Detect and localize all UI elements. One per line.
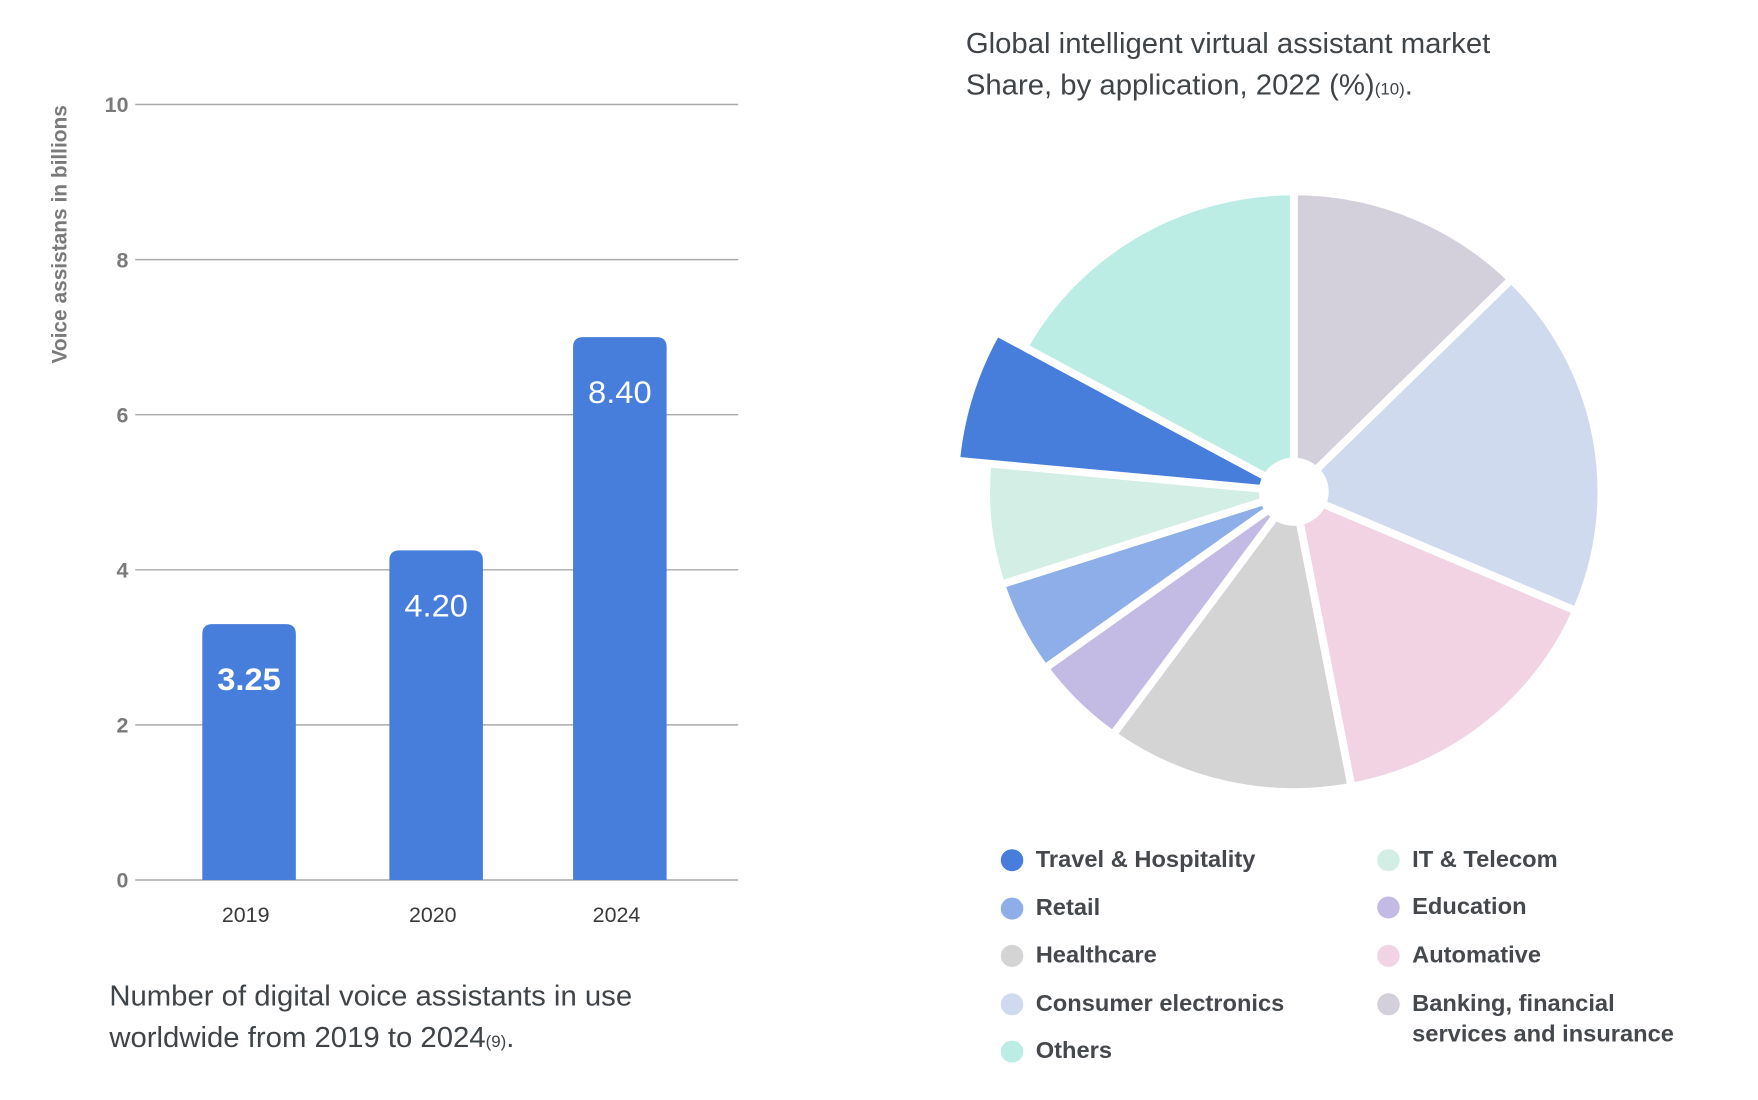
legend-item: IT & Telecom	[1377, 845, 1558, 876]
legend-item: Automative	[1377, 941, 1541, 972]
x-tick-label: 2019	[222, 904, 270, 927]
pie-slice-others	[1020, 187, 1298, 496]
bar-chart: 0 2 4 6 8 10 Voice assistans in billions 3.25 20…	[48, 94, 739, 927]
pie-chart-title: Global intelligent virtual assistant mar…	[966, 22, 1490, 111]
caption-line1: Number of digital voice assistants in us…	[109, 979, 633, 1012]
pie-title-line2: Share, by application, 2022 (%)	[965, 68, 1375, 102]
x-tick-label: 2024	[593, 904, 641, 927]
legend-label: IT & Telecom	[1412, 847, 1558, 873]
legend-swatch-icon	[1377, 896, 1400, 919]
y-tick-label: 8	[117, 250, 129, 273]
bar-2024	[573, 337, 667, 880]
pie-center-hole	[1258, 457, 1329, 526]
legend-item: Education	[1377, 892, 1527, 923]
legend-item: Banking, financial services and insurance	[1377, 989, 1674, 1051]
y-tick-label: 0	[117, 870, 129, 893]
legend-label: Automative	[1412, 942, 1542, 968]
legend-item: Consumer electronics	[1000, 989, 1285, 1020]
pie-title-ref: (10)	[1374, 80, 1405, 99]
legend-label: Consumer electronics	[1035, 991, 1285, 1017]
legend-item: Healthcare	[1000, 941, 1157, 972]
pie-chart	[952, 187, 1606, 796]
legend-swatch-icon	[1000, 993, 1024, 1016]
bar-2020	[389, 550, 483, 880]
legend-label: Banking, financial services and insurance	[1412, 991, 1674, 1048]
pie-title-end: .	[1404, 68, 1413, 102]
caption-line2: worldwide from 2019 to 2024	[109, 1020, 486, 1054]
legend-swatch-icon	[1000, 849, 1024, 872]
bar-data-label: 8.40	[588, 375, 652, 411]
caption-ref: (9)	[485, 1032, 507, 1052]
pie-slice-automative	[1289, 487, 1581, 791]
y-tick-label: 6	[117, 405, 129, 428]
y-tick-label: 10	[105, 94, 129, 117]
legend-swatch-icon	[1377, 993, 1400, 1016]
y-tick-label: 4	[117, 560, 129, 583]
legend-label: Retail	[1035, 895, 1101, 921]
legend-item: Travel & Hospitality	[1000, 845, 1256, 876]
pie-slice-consumer-electronics	[1289, 275, 1606, 615]
legend-item: Retail	[1000, 893, 1101, 924]
pie-slice-travel-hospitality	[952, 328, 1298, 496]
legend-label: Education	[1412, 894, 1527, 920]
pie-title-line1: Global intelligent virtual assistant mar…	[965, 26, 1491, 60]
bar-data-label: 3.25	[217, 661, 281, 697]
bar-2019	[202, 624, 296, 880]
legend-label: Healthcare	[1035, 942, 1157, 968]
legend-swatch-icon	[1000, 1040, 1024, 1063]
y-axis-title: Voice assistans in billions	[48, 105, 71, 363]
x-tick-label: 2020	[409, 904, 457, 927]
bar-data-label: 4.20	[404, 588, 468, 624]
caption-end: .	[506, 1020, 515, 1054]
legend-label: Others	[1035, 1038, 1112, 1064]
legend-label: Travel & Hospitality	[1035, 847, 1256, 873]
legend-item: Others	[1000, 1036, 1112, 1067]
legend-swatch-icon	[1377, 944, 1400, 967]
y-tick-label: 2	[117, 715, 129, 738]
bar-chart-caption: Number of digital voice assistants in us…	[109, 975, 632, 1064]
pie-slice-healthcare	[1109, 487, 1356, 796]
pie-slice-banking-financial-services-and-insurance	[1289, 187, 1516, 496]
legend-swatch-icon	[1000, 944, 1024, 967]
legend-swatch-icon	[1000, 897, 1024, 920]
legend-swatch-icon	[1377, 849, 1400, 872]
